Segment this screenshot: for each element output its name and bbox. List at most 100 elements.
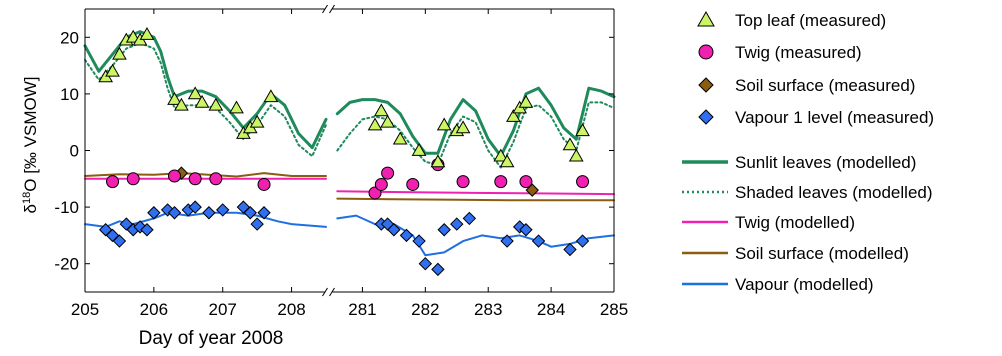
data-point — [575, 123, 590, 137]
data-point — [167, 92, 182, 105]
series-line — [84, 211, 327, 228]
x-tick-label: 206 — [140, 300, 168, 319]
data-point — [430, 154, 446, 168]
data-point — [380, 114, 395, 128]
data-point — [411, 142, 427, 156]
data-point — [249, 114, 265, 128]
y-tick-label: -20 — [54, 255, 79, 274]
data-point — [243, 206, 257, 220]
data-point — [575, 234, 590, 248]
x-tick-label: 205 — [71, 300, 99, 319]
data-point — [112, 46, 127, 60]
legend-label: Soil surface (modelled) — [735, 244, 909, 263]
x-tick-label: 284 — [537, 300, 565, 319]
data-point — [112, 234, 127, 248]
axis-break-mark — [329, 4, 335, 14]
data-point — [531, 234, 546, 248]
data-point — [373, 103, 389, 117]
data-point — [406, 177, 420, 191]
legend-marker — [698, 77, 714, 93]
axis-break-gap — [324, 5, 333, 13]
series-line — [84, 172, 327, 178]
data-point — [187, 86, 203, 100]
data-point — [387, 223, 401, 237]
legend-marker — [698, 109, 714, 125]
data-point — [106, 175, 120, 189]
legend: Top leaf (measured) Twig (measured) Soil s… — [682, 10, 934, 294]
data-point — [174, 97, 189, 111]
series-line — [335, 86, 616, 158]
data-point — [202, 206, 216, 220]
axis-break-mark — [322, 287, 328, 297]
data-point — [392, 131, 408, 145]
data-point — [263, 89, 279, 103]
data-point — [139, 26, 155, 40]
x-tick-label: 207 — [209, 300, 237, 319]
x-tick-label: 285 — [600, 300, 628, 319]
legend-marker — [698, 44, 714, 60]
y-tick-label: 10 — [60, 85, 79, 104]
data-point — [462, 211, 477, 226]
data-point — [257, 177, 271, 191]
data-point — [568, 148, 584, 162]
x-tick-label: 208 — [277, 300, 305, 319]
data-point — [519, 223, 533, 237]
x-axis-label: Day of year 2008 — [139, 328, 284, 349]
data-point — [436, 117, 452, 131]
series-line — [84, 42, 327, 158]
series-line — [336, 190, 615, 196]
data-point — [519, 175, 533, 189]
x-tick-label: 282 — [411, 300, 439, 319]
y-tick-label: 0 — [70, 142, 79, 161]
data-point — [194, 94, 210, 108]
legend-label: Twig (measured) — [735, 43, 862, 62]
legend-label: Vapour 1 level (measured) — [735, 108, 934, 127]
data-point — [437, 223, 451, 237]
data-point — [188, 172, 202, 186]
data-point — [450, 217, 464, 231]
data-point — [374, 177, 388, 191]
legend-label: Twig (modelled) — [735, 213, 855, 232]
x-tick-label: 281 — [348, 300, 376, 319]
data-point — [209, 172, 223, 186]
data-point — [431, 262, 445, 277]
data-point — [499, 154, 515, 168]
data-point — [500, 234, 514, 248]
modelled-lines-layer — [83, 30, 616, 257]
legend-label: Sunlit leaves (modelled) — [735, 153, 916, 172]
axes-layer: 205 206 207 208 281 282 283 284 285 -20 -10 0 10 20 — [54, 4, 628, 319]
data-point — [168, 169, 182, 183]
legend-marker — [697, 10, 715, 27]
data-point — [412, 234, 426, 248]
data-point — [494, 175, 508, 189]
data-point — [455, 120, 471, 134]
data-point — [140, 223, 154, 237]
data-point — [493, 148, 509, 162]
axis-break-mark — [322, 4, 328, 14]
data-point — [563, 242, 577, 257]
data-point — [506, 109, 521, 122]
measured-markers-layer — [98, 26, 590, 277]
data-point — [126, 172, 140, 186]
data-point — [381, 166, 395, 180]
legend-label: Top leaf (measured) — [735, 11, 886, 30]
data-point — [208, 97, 224, 111]
data-point — [456, 175, 470, 189]
axis-break-mark — [329, 287, 335, 297]
y-axis-label: δ18O [‰ VSMOW] — [21, 77, 40, 214]
data-point — [399, 228, 414, 243]
y-tick-label: -10 — [54, 198, 79, 217]
axis-break-gap — [324, 288, 333, 296]
legend-label: Shaded leaves (modelled) — [735, 183, 933, 202]
data-point — [518, 94, 534, 108]
data-point — [257, 206, 271, 220]
series-line — [336, 197, 615, 202]
data-point — [576, 175, 590, 189]
data-point — [367, 117, 383, 131]
series-line — [83, 30, 328, 150]
y-tick-label: 20 — [60, 28, 79, 47]
data-point — [216, 203, 230, 217]
data-point — [562, 137, 578, 151]
data-point — [188, 200, 202, 214]
